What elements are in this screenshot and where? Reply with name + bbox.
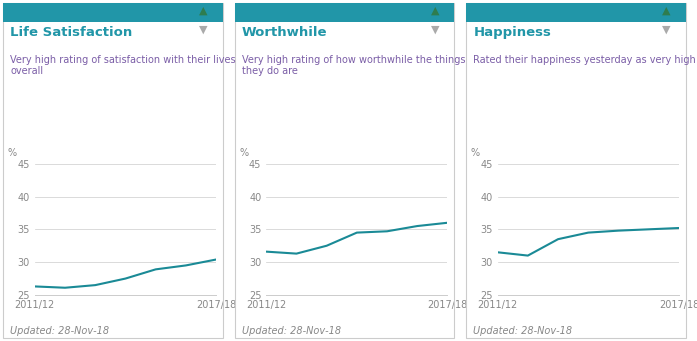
- Text: Happiness: Happiness: [473, 26, 551, 39]
- Text: %: %: [239, 148, 248, 159]
- Text: Updated: 28-Nov-18: Updated: 28-Nov-18: [242, 326, 341, 336]
- Text: Very high rating of satisfaction with their lives
overall: Very high rating of satisfaction with th…: [10, 55, 236, 76]
- Text: Updated: 28-Nov-18: Updated: 28-Nov-18: [10, 326, 109, 336]
- Text: ▲: ▲: [431, 5, 439, 16]
- Text: Life Satisfaction: Life Satisfaction: [10, 26, 132, 39]
- Text: Worthwhile: Worthwhile: [242, 26, 328, 39]
- Text: Rated their happiness yesterday as very high: Rated their happiness yesterday as very …: [473, 55, 696, 64]
- Text: ▼: ▼: [431, 24, 439, 34]
- Text: %: %: [470, 148, 480, 159]
- Text: %: %: [8, 148, 17, 159]
- Text: ▼: ▼: [662, 24, 671, 34]
- Text: Updated: 28-Nov-18: Updated: 28-Nov-18: [473, 326, 572, 336]
- Text: ▼: ▼: [199, 24, 208, 34]
- Text: Very high rating of how worthwhile the things
they do are: Very high rating of how worthwhile the t…: [242, 55, 466, 76]
- Text: ▲: ▲: [199, 5, 208, 16]
- Text: ▲: ▲: [662, 5, 671, 16]
